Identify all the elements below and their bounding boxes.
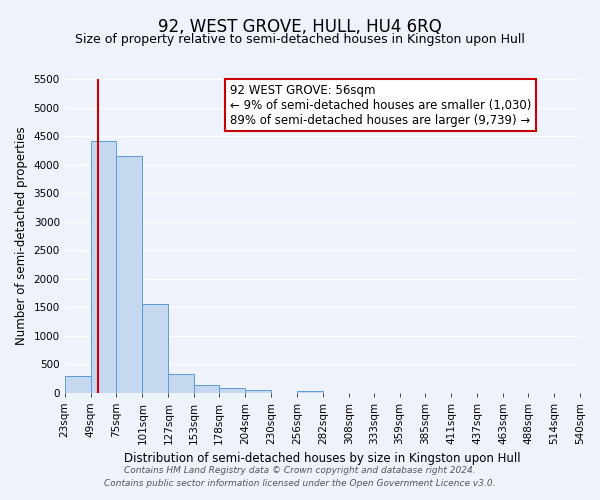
Bar	[219, 388, 245, 392]
Bar	[91, 140, 116, 392]
Y-axis label: Number of semi-detached properties: Number of semi-detached properties	[15, 126, 28, 345]
Text: 92, WEST GROVE, HULL, HU4 6RQ: 92, WEST GROVE, HULL, HU4 6RQ	[158, 18, 442, 36]
Text: Contains HM Land Registry data © Crown copyright and database right 2024.
Contai: Contains HM Land Registry data © Crown c…	[104, 466, 496, 487]
Bar	[116, 156, 142, 392]
Text: Size of property relative to semi-detached houses in Kingston upon Hull: Size of property relative to semi-detach…	[75, 32, 525, 46]
Bar	[65, 376, 91, 392]
Bar	[245, 390, 271, 392]
Bar	[142, 304, 169, 392]
Bar	[169, 374, 194, 392]
X-axis label: Distribution of semi-detached houses by size in Kingston upon Hull: Distribution of semi-detached houses by …	[124, 452, 521, 465]
Text: 92 WEST GROVE: 56sqm
← 9% of semi-detached houses are smaller (1,030)
89% of sem: 92 WEST GROVE: 56sqm ← 9% of semi-detach…	[230, 84, 531, 126]
Bar	[194, 386, 219, 392]
Bar	[297, 390, 323, 392]
